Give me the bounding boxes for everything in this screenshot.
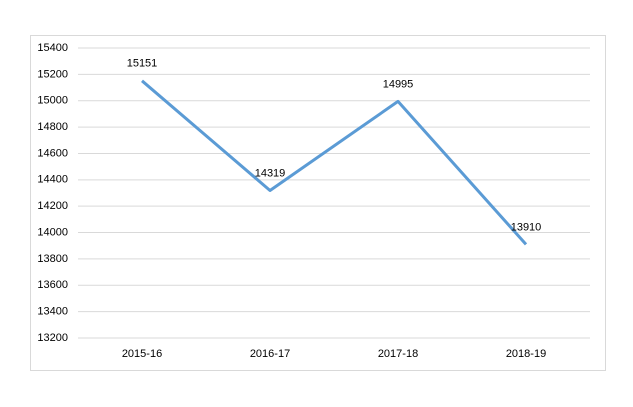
y-tick-label: 14200 — [37, 200, 68, 212]
y-tick-label: 15400 — [37, 42, 68, 54]
y-tick-label: 13400 — [37, 306, 68, 318]
y-tick-label: 14000 — [37, 226, 68, 238]
x-tick-label: 2018-19 — [506, 348, 546, 360]
data-label: 14995 — [383, 78, 414, 90]
data-label: 15151 — [127, 58, 158, 70]
y-tick-label: 14600 — [37, 147, 68, 159]
y-tick-label: 13200 — [37, 332, 68, 344]
y-tick-label: 13600 — [37, 279, 68, 291]
data-line — [141, 79, 528, 246]
data-label: 14319 — [255, 167, 286, 179]
y-tick-label: 14400 — [37, 174, 68, 186]
data-label: 13910 — [511, 221, 542, 233]
y-tick-label: 15000 — [37, 95, 68, 107]
x-tick-label: 2015-16 — [122, 348, 162, 360]
chart-border — [30, 35, 606, 371]
x-tick-label: 2016-17 — [250, 348, 290, 360]
y-tick-label: 15200 — [37, 68, 68, 80]
y-tick-label: 14800 — [37, 121, 68, 133]
y-tick-label: 13800 — [37, 253, 68, 265]
x-tick-label: 2017-18 — [378, 348, 418, 360]
